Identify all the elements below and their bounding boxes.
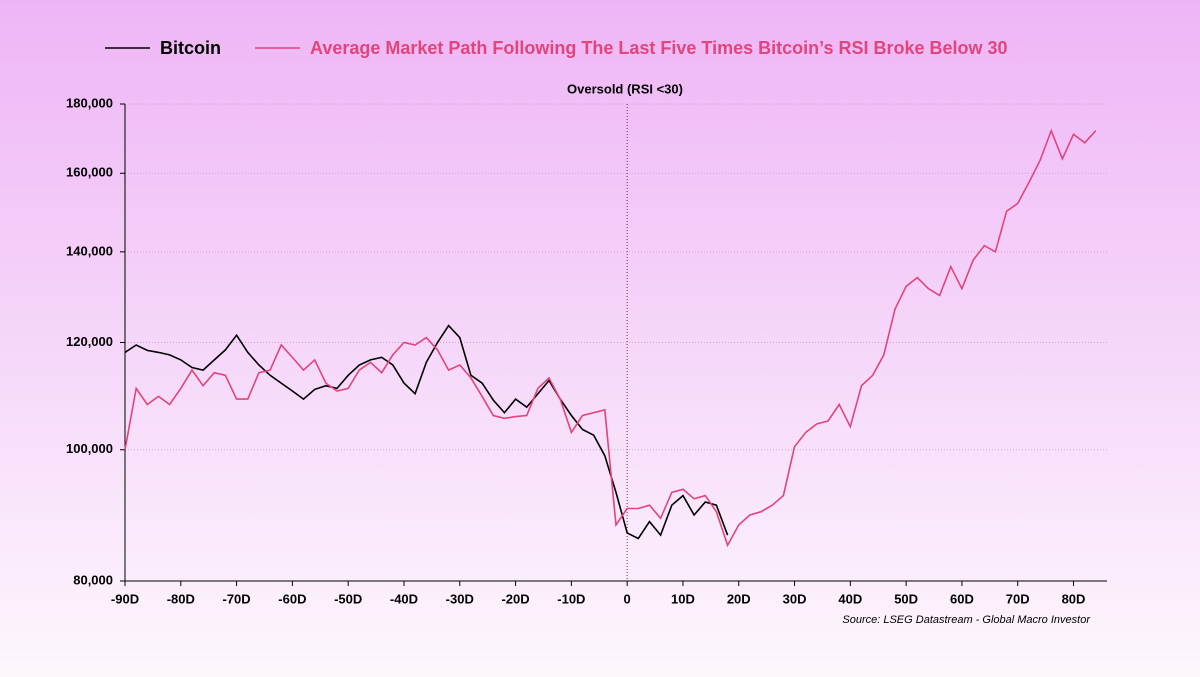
y-tick-label: 100,000 [66, 441, 113, 456]
y-tick-label: 120,000 [66, 334, 113, 349]
annotation: Oversold (RSI <30) [567, 81, 683, 96]
x-tick-label: 20D [727, 591, 751, 606]
x-tick-label: 70D [1006, 591, 1030, 606]
x-tick-label: 80D [1062, 591, 1086, 606]
y-tick-label: 180,000 [66, 95, 113, 110]
series-line [124, 324, 729, 540]
source: Source: LSEG Datastream - Global Macro I… [842, 614, 1091, 626]
x-tick-label: -80D [167, 591, 195, 606]
y-tick-label: 80,000 [73, 572, 113, 587]
x-tick-label: 50D [894, 591, 918, 606]
x-tick-label: -60D [278, 591, 306, 606]
x-tick-label: -50D [334, 591, 362, 606]
series-line [124, 128, 1097, 548]
x-tick-label: 10D [671, 591, 695, 606]
x-tick-label: -40D [390, 591, 418, 606]
x-tick-label: 0 [624, 591, 631, 606]
x-tick-label: -30D [446, 591, 474, 606]
x-tick-label: -70D [222, 591, 250, 606]
x-tick-label: 30D [783, 591, 807, 606]
x-tick-label: -20D [501, 591, 529, 606]
legend-label: Average Market Path Following The Last F… [310, 38, 1008, 58]
x-tick-label: 60D [950, 591, 974, 606]
legend-label: Bitcoin [160, 38, 221, 58]
y-tick-label: 160,000 [66, 165, 113, 180]
x-tick-label: -90D [111, 591, 139, 606]
x-tick-label: 40D [838, 591, 862, 606]
x-tick-label: -10D [557, 591, 585, 606]
y-tick-label: 140,000 [66, 243, 113, 258]
